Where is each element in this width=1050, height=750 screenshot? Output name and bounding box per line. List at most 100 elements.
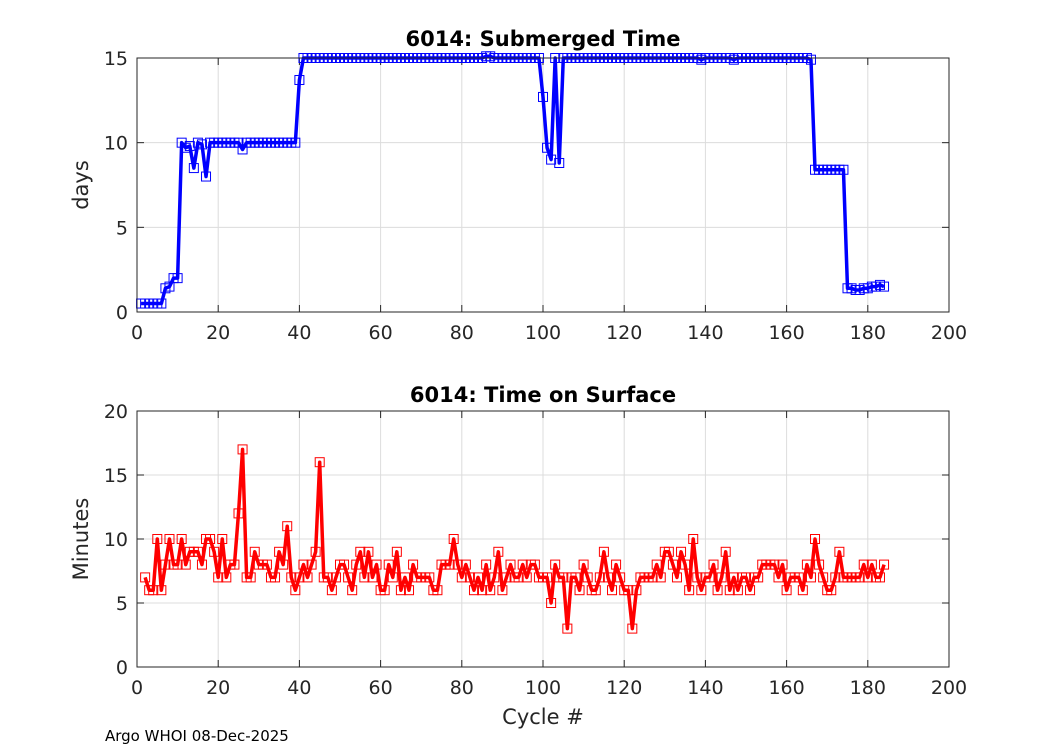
data-point-marker — [805, 572, 816, 583]
data-point-marker — [387, 572, 398, 583]
data-point-marker — [322, 572, 333, 583]
data-point-marker — [404, 585, 415, 596]
data-point-marker — [732, 585, 743, 596]
data-point-marker — [493, 546, 504, 557]
data-point-marker — [716, 572, 727, 583]
data-point-marker — [172, 273, 183, 284]
data-point-marker — [432, 585, 443, 596]
data-point-marker — [554, 157, 565, 168]
x-tick-label: 120 — [606, 677, 642, 699]
data-point-marker — [797, 585, 808, 596]
data-point-marker — [667, 559, 678, 570]
y-tick-label: 20 — [104, 401, 128, 423]
data-point-marker — [866, 559, 877, 570]
y-tick-label: 15 — [104, 48, 128, 70]
x-tick-label: 0 — [131, 677, 143, 699]
data-point-marker — [781, 585, 792, 596]
data-point-marker — [196, 139, 207, 150]
x-tick-label: 60 — [369, 322, 393, 344]
data-point-marker — [647, 572, 658, 583]
data-point-marker — [233, 508, 244, 519]
data-point-marker — [399, 572, 410, 583]
data-point-marker — [769, 559, 780, 570]
x-axis-label-bottom: Cycle # — [502, 705, 584, 729]
data-point-marker — [688, 534, 699, 544]
data-point-marker — [298, 559, 309, 570]
data-point-marker — [724, 585, 735, 596]
data-point-marker — [854, 572, 865, 583]
data-point-marker — [310, 546, 321, 557]
data-point-marker — [728, 572, 739, 583]
x-tick-label: 180 — [850, 322, 886, 344]
data-point-marker — [684, 585, 695, 596]
data-point-marker — [810, 534, 821, 544]
data-point-marker — [745, 585, 756, 596]
x-tick-label: 180 — [850, 677, 886, 699]
data-point-marker — [578, 559, 589, 570]
data-point-marker — [448, 534, 459, 544]
data-point-marker — [708, 559, 719, 570]
x-tick-label: 80 — [450, 677, 474, 699]
x-tick-label: 160 — [768, 322, 804, 344]
data-point-marker — [497, 585, 508, 596]
data-point-marker — [217, 534, 228, 544]
data-point-marker — [655, 572, 666, 583]
data-point-marker — [590, 585, 601, 596]
data-point-marker — [221, 572, 232, 583]
x-tick-label: 140 — [687, 322, 723, 344]
ticks-bottom: 0 20 40 60 80 100 120 140 160 180 200 0 5 10 15 20 — [104, 401, 967, 699]
data-point-marker — [294, 572, 305, 583]
data-point-marker — [879, 559, 890, 570]
data-point-marker — [176, 534, 187, 544]
data-point-marker — [355, 546, 366, 557]
data-point-marker — [485, 585, 496, 596]
y-tick-label: 10 — [104, 529, 128, 551]
data-point-marker — [245, 572, 256, 583]
data-point-marker — [343, 572, 354, 583]
data-point-marker — [627, 623, 638, 634]
data-point-marker — [229, 559, 240, 570]
data-point-marker — [205, 534, 216, 544]
data-point-marker — [286, 572, 297, 583]
data-point-marker — [164, 534, 175, 544]
data-point-marker — [793, 572, 804, 583]
data-point-marker — [391, 546, 402, 557]
data-point-marker — [663, 546, 674, 557]
data-point-marker — [188, 163, 199, 174]
data-point-marker — [611, 559, 622, 570]
data-point-marker — [602, 572, 613, 583]
data-point-marker — [351, 559, 362, 570]
data-point-marker — [201, 171, 212, 182]
data-point-marker — [371, 559, 382, 570]
data-point-marker — [546, 598, 557, 608]
data-point-marker — [529, 559, 540, 570]
data-point-marker — [424, 572, 435, 583]
data-point-marker — [562, 623, 573, 634]
chart-title-bottom: 6014: Time on Surface — [410, 383, 676, 407]
data-point-marker — [213, 572, 224, 583]
data-point-marker — [517, 559, 528, 570]
x-tick-label: 100 — [525, 322, 561, 344]
data-point-marker — [582, 572, 593, 583]
data-point-marker — [140, 572, 151, 583]
footer-credit: Argo WHOI 08-Dec-2025 — [105, 727, 289, 745]
data-point-marker — [513, 572, 524, 583]
data-point-marker — [330, 572, 341, 583]
data-point-marker — [294, 75, 305, 86]
data-point-marker — [156, 298, 167, 309]
data-point-marker — [862, 572, 873, 583]
data-point-marker — [209, 546, 220, 557]
x-tick-label: 160 — [768, 677, 804, 699]
data-point-marker — [801, 559, 812, 570]
axes-frame-top — [136, 57, 950, 313]
data-point-marker — [598, 546, 609, 557]
data-point-marker — [306, 559, 317, 570]
data-point-marker — [278, 559, 289, 570]
data-point-marker — [347, 585, 358, 596]
y-tick-label: 0 — [116, 657, 128, 679]
data-point-marker — [874, 572, 885, 583]
data-point-marker — [505, 559, 516, 570]
data-point-marker — [270, 572, 281, 583]
x-tick-label: 80 — [450, 322, 474, 344]
data-point-marker — [818, 572, 829, 583]
